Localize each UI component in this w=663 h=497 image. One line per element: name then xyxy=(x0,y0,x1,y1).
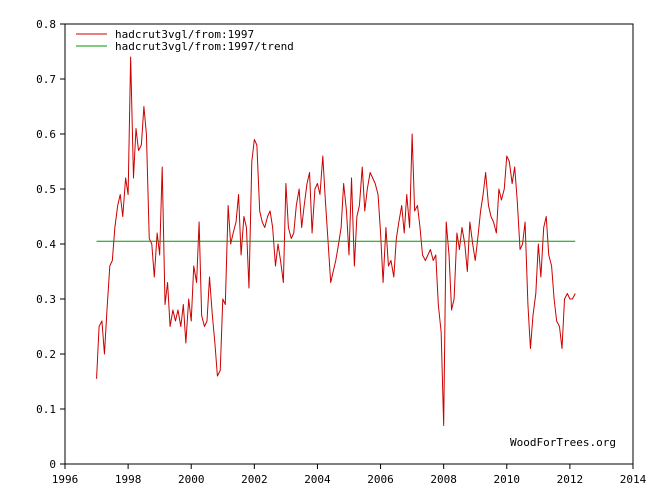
y-tick-label: 0 xyxy=(49,458,56,471)
x-tick-label: 2004 xyxy=(304,473,331,486)
x-tick-label: 2014 xyxy=(620,473,647,486)
series-layer xyxy=(96,56,576,426)
x-axis: 1996 1998 2000 2002 2004 2006 2008 2010 2012 2014 xyxy=(52,464,647,486)
series-line-temperature xyxy=(96,56,576,426)
legend: hadcrut3vgl/from:1997 hadcrut3vgl/from:1… xyxy=(76,28,294,53)
x-tick-label: 2000 xyxy=(178,473,205,486)
x-tick-label: 2008 xyxy=(430,473,457,486)
y-tick-label: 0.2 xyxy=(36,348,56,361)
credit-label: WoodForTrees.org xyxy=(510,436,616,449)
x-tick-label: 2010 xyxy=(494,473,521,486)
y-tick-label: 0.4 xyxy=(36,238,56,251)
x-tick-label: 2006 xyxy=(367,473,394,486)
y-tick-label: 0.7 xyxy=(36,73,56,86)
y-tick-label: 0.6 xyxy=(36,128,56,141)
x-tick-label: 2002 xyxy=(241,473,268,486)
y-tick-label: 0.1 xyxy=(36,403,56,416)
x-tick-label: 1998 xyxy=(115,473,142,486)
y-axis: 0 0.1 0.2 0.3 0.4 0.5 0.6 0.7 0.8 xyxy=(36,18,65,471)
y-tick-label: 0.8 xyxy=(36,18,56,31)
y-tick-label: 0.3 xyxy=(36,293,56,306)
x-tick-label: 2012 xyxy=(557,473,584,486)
legend-label-series-2: hadcrut3vgl/from:1997/trend xyxy=(115,40,294,53)
y-tick-label: 0.5 xyxy=(36,183,56,196)
legend-label-series-1: hadcrut3vgl/from:1997 xyxy=(115,28,254,41)
x-tick-label: 1996 xyxy=(52,473,79,486)
